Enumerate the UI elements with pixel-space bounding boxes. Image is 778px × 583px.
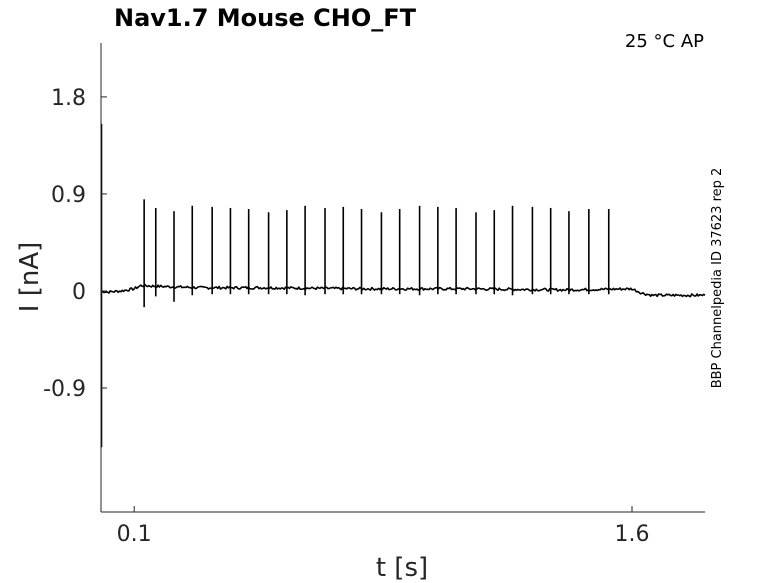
y-axis-label: I [nA] [15, 242, 45, 312]
x-tick-label: 0.1 [117, 522, 152, 547]
condition-label: 25 °C AP [625, 31, 704, 52]
y-tick-label: 0.9 [51, 183, 86, 208]
y-axis-ticks: 1.8 0.9 0 -0.9 [43, 86, 107, 402]
source-id-label: BBP Channelpedia ID 37623 rep 2 [710, 168, 725, 389]
x-tick-label: 1.6 [614, 522, 649, 547]
chart-title: Nav1.7 Mouse CHO_FT [114, 4, 417, 32]
x-axis-label: t [s] [376, 553, 428, 583]
current-trace [100, 283, 706, 298]
x-axis-ticks: 0.1 1.6 [117, 506, 649, 547]
y-tick-label: 0 [72, 280, 86, 305]
y-tick-label: -0.9 [43, 377, 86, 402]
plot-area [100, 123, 706, 448]
y-tick-label: 1.8 [51, 86, 86, 111]
